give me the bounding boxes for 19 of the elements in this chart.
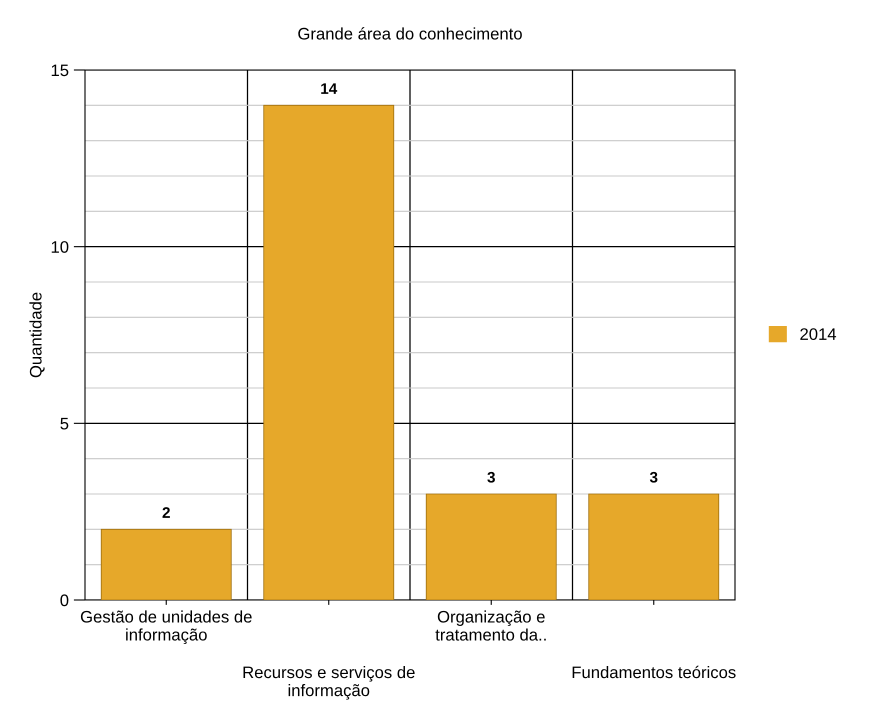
legend-label: 2014: [800, 328, 836, 340]
y-tick-label: 5: [60, 418, 68, 430]
data-label: 14: [321, 83, 338, 94]
bar: [588, 494, 720, 600]
x-tick-label: Fundamentos teóricos: [572, 666, 736, 678]
data-label: 3: [487, 472, 495, 483]
x-tick-label: Organização e tratamento da..: [435, 610, 546, 641]
data-label: 3: [650, 472, 658, 483]
y-axis-title: Quantidade: [29, 292, 45, 378]
x-tick-label: Gestão de unidades de informação: [80, 610, 252, 644]
y-tick-label: 15: [52, 64, 68, 76]
bar: [263, 104, 394, 600]
bar: [100, 528, 232, 600]
bar: [426, 494, 557, 600]
data-label: 2: [162, 507, 170, 518]
y-tick-label: 10: [52, 241, 68, 253]
chart-title: Grande área do conhecimento: [298, 27, 522, 40]
y-tick-label: 0: [60, 594, 68, 606]
x-tick-label: Recursos e serviços de informação: [244, 666, 415, 700]
